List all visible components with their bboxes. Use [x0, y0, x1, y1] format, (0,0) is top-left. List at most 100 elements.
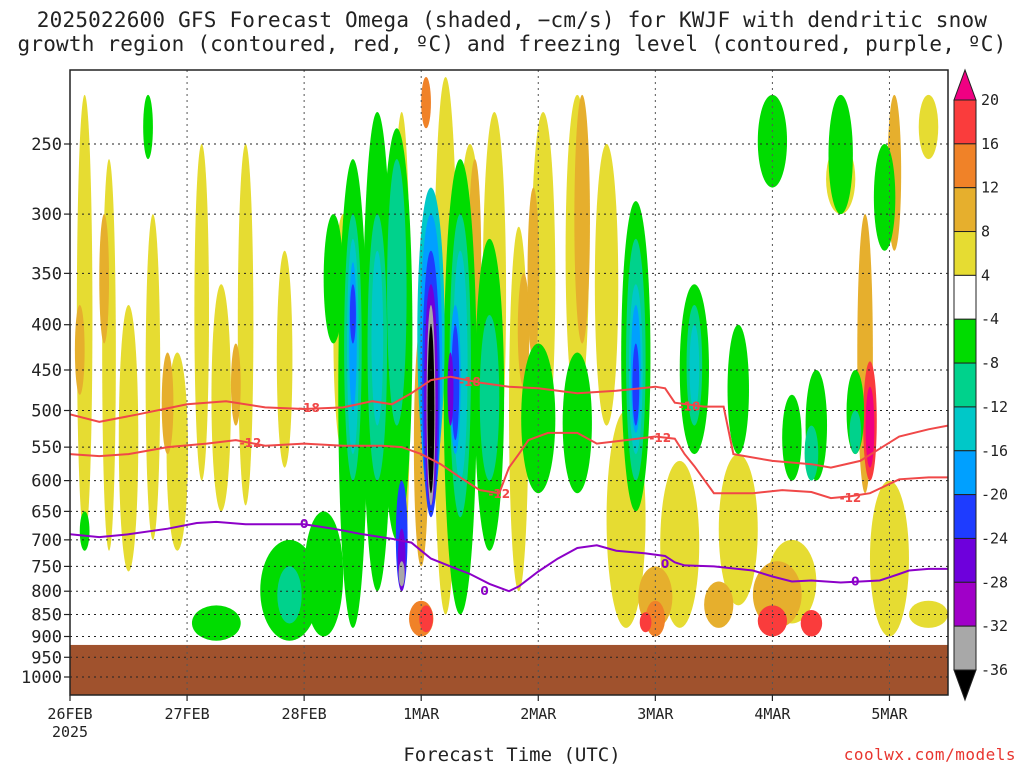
contour-label: 0	[300, 517, 308, 531]
omega-cell	[704, 581, 734, 628]
omega-cell	[804, 425, 819, 481]
omega-cell	[479, 314, 500, 481]
y-tick-label: 650	[31, 502, 62, 522]
colorbar-bin	[953, 537, 977, 583]
colorbar-bin	[953, 143, 977, 189]
colorbar-label: -28	[981, 573, 1008, 591]
contour--12: -12 -12 -12 -12	[70, 431, 948, 505]
y-tick-label: 1000	[21, 668, 62, 688]
colorbar-label: 16	[981, 135, 999, 153]
colorbar-bottom-arrow	[953, 669, 977, 702]
contour-0: 0 0 0 0	[70, 517, 948, 598]
colorbar-bin	[953, 99, 977, 145]
omega-cell	[161, 352, 174, 455]
omega-cell	[828, 94, 853, 215]
omega-cell	[398, 561, 405, 587]
x-tick-year-label: 2025	[52, 723, 88, 741]
contour-label: -12	[488, 487, 510, 501]
omega-cell	[99, 214, 110, 344]
y-tick-label: 800	[31, 582, 62, 602]
colorbar-label: -4	[981, 310, 999, 328]
y-tick-label: 550	[31, 438, 62, 458]
omega-cell	[865, 386, 875, 468]
x-tick-label: 2MAR	[520, 705, 557, 723]
x-axis-title: Forecast Time (UTC)	[403, 744, 621, 766]
omega-cell	[727, 324, 749, 455]
omega-cell	[757, 605, 788, 637]
omega-cell	[639, 612, 652, 633]
y-tick-label: 600	[31, 472, 62, 492]
x-tick-label: 4MAR	[754, 705, 791, 723]
omega-cell	[594, 144, 619, 426]
x-tick-label: 5MAR	[871, 705, 908, 723]
omega-cell	[849, 410, 862, 455]
omega-cell	[689, 324, 700, 411]
chart-title-line-1: 2025022600 GFS Forecast Omega (shaded, −…	[36, 8, 988, 32]
colorbar-label: 20	[981, 91, 999, 109]
contour-label: -12	[840, 491, 862, 505]
contour-label: 0	[480, 584, 488, 598]
colorbar-top-arrow	[953, 68, 977, 101]
omega-cell	[323, 214, 344, 344]
chart-title-line-2: growth region (contoured, red, ºC) and f…	[17, 32, 1007, 56]
colorbar-bin	[953, 231, 977, 276]
omega-cell	[277, 566, 302, 624]
omega-cell	[371, 250, 384, 426]
omega-cell	[757, 94, 788, 188]
y-tick-label: 400	[31, 316, 62, 336]
colorbar-bin	[953, 318, 977, 364]
y-tick-label: 950	[31, 648, 62, 668]
omega-shading-layer	[70, 76, 948, 695]
y-tick-label: 250	[31, 135, 62, 155]
colorbar-label: -20	[981, 486, 1008, 504]
contour-line	[70, 431, 948, 500]
omega-cell	[118, 304, 139, 572]
colorbar-label: 8	[981, 223, 990, 241]
omega-cell	[574, 94, 590, 344]
omega-cell	[517, 273, 530, 387]
colorbar-label: -32	[981, 617, 1008, 635]
omega-cell	[349, 284, 356, 344]
contour-label: -12	[240, 436, 262, 450]
omega-cell	[562, 352, 592, 494]
y-tick-label: 900	[31, 627, 62, 647]
x-tick-label: 1MAR	[403, 705, 440, 723]
colorbar-bin	[953, 187, 977, 233]
y-tick-label: 450	[31, 361, 62, 381]
y-tick-label: 350	[31, 264, 62, 284]
contour-line	[70, 520, 948, 593]
contour-line	[70, 375, 948, 469]
omega-cell	[421, 76, 431, 129]
y-tick-label: 850	[31, 606, 62, 626]
colorbar-bin	[953, 406, 977, 452]
omega-cell	[276, 250, 293, 468]
omega-cell	[194, 144, 210, 481]
colorbar-label: -24	[981, 529, 1008, 547]
contour-label: 0	[661, 557, 669, 571]
colorbar-label: -16	[981, 442, 1008, 460]
colorbar-bin	[953, 274, 977, 320]
omega-cell	[419, 605, 433, 633]
y-tick-label: 500	[31, 402, 62, 422]
omega-cell	[632, 343, 640, 426]
contour-label: -18	[679, 400, 701, 414]
colorbar-bin	[953, 450, 977, 496]
contour-label: -18	[298, 401, 320, 415]
omega-cell	[873, 144, 896, 251]
omega-cell	[211, 284, 231, 512]
colorbar-label: -8	[981, 354, 999, 372]
contour-label: 0	[851, 574, 859, 588]
omega-cell	[145, 214, 161, 540]
credit-link[interactable]: coolwx.com/models	[843, 745, 1016, 764]
omega-cell	[869, 480, 909, 637]
omega-cell	[427, 324, 435, 494]
colorbar-label: 4	[981, 266, 990, 284]
omega-cell	[191, 605, 241, 641]
x-tick-label: 26FEB	[47, 705, 92, 723]
omega-cell	[143, 94, 153, 160]
colorbar-label: 12	[981, 179, 999, 197]
x-tick-label: 28FEB	[282, 705, 327, 723]
ground-below-surface	[70, 644, 948, 695]
colorbar-bin	[953, 494, 977, 539]
